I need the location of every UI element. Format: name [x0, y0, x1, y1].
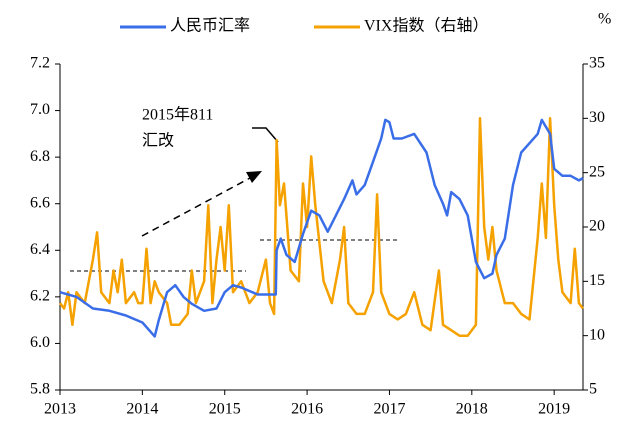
- y-tick-label: 5.8: [30, 381, 50, 398]
- x-tick-label: 2015: [209, 401, 241, 418]
- y2-tick-label: 5: [589, 381, 597, 398]
- annotation-leader: [252, 127, 279, 143]
- x-tick-label: 2018: [456, 401, 488, 418]
- y2-tick-label: 30: [589, 109, 605, 126]
- y-tick-label: 6.2: [30, 288, 50, 305]
- x-tick-label: 2013: [44, 401, 76, 418]
- x-tick-label: 2019: [538, 401, 570, 418]
- legend-label: VIX指数（右轴）: [364, 17, 488, 35]
- y2-tick-label: 35: [589, 55, 605, 72]
- y-tick-label: 7.0: [30, 101, 50, 118]
- y2-tick-label: 15: [589, 272, 605, 289]
- legend-label: 人民币汇率: [170, 17, 250, 35]
- annotation: 2015年811: [142, 106, 213, 124]
- y2-tick-label: 10: [589, 326, 605, 343]
- y-tick-label: 6.0: [30, 334, 50, 351]
- y-tick-label: 7.2: [30, 55, 50, 72]
- y-tick-label: 6.6: [30, 194, 50, 211]
- x-tick-label: 2017: [373, 401, 405, 418]
- y2-unit: %: [598, 11, 611, 28]
- trend-arrow: [141, 177, 251, 237]
- series-line: [59, 117, 584, 337]
- arrow-head: [246, 171, 262, 183]
- x-tick-label: 2014: [126, 401, 158, 418]
- y-tick-label: 6.4: [30, 241, 50, 258]
- y-tick-label: 6.8: [30, 148, 50, 165]
- y2-tick-label: 20: [589, 218, 605, 235]
- y2-tick-label: 25: [589, 163, 605, 180]
- series-line: [59, 118, 584, 338]
- x-tick-label: 2016: [291, 401, 323, 418]
- annotation: 汇改: [142, 132, 174, 150]
